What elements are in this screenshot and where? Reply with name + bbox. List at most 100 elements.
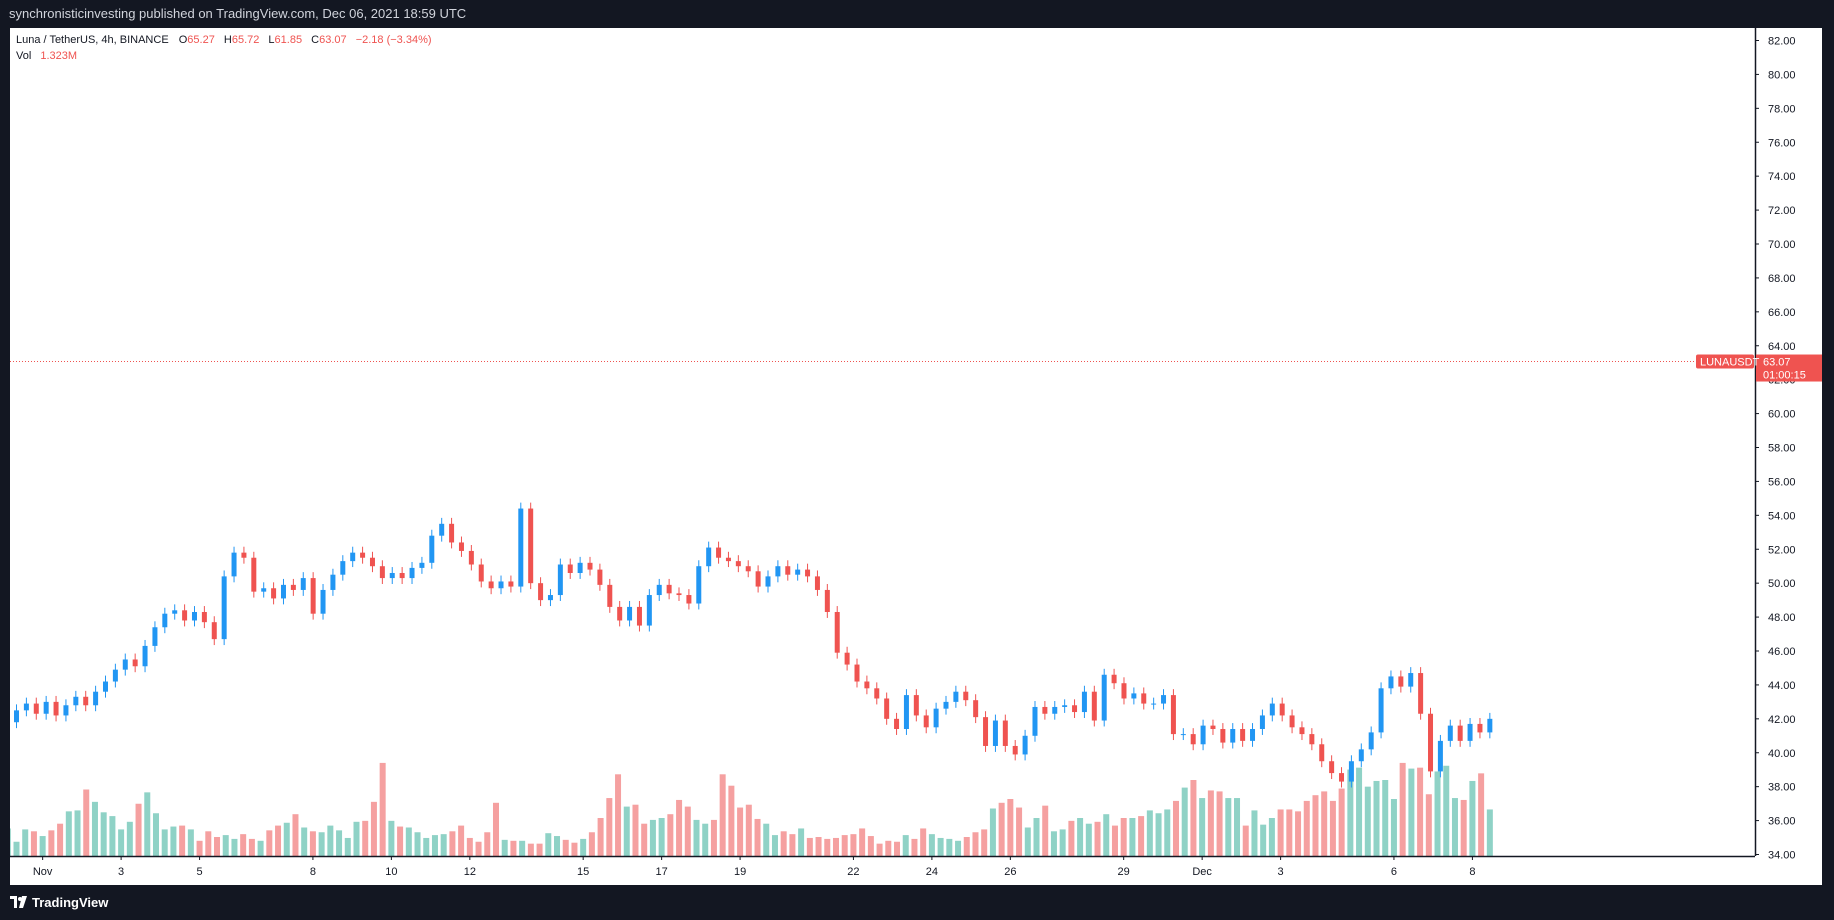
candle-body — [795, 569, 801, 575]
volume-bar — [955, 840, 962, 856]
candle-body — [498, 581, 504, 589]
candle-body — [1408, 673, 1414, 687]
candle-body — [1289, 715, 1295, 728]
price-chart[interactable]: 34.00 36.00 38.00 40.00 42.00 44.00 46.00 48.00… — [0, 28, 1822, 885]
volume-bar — [989, 808, 996, 856]
candle-body — [14, 710, 19, 723]
volume-bar — [702, 823, 709, 856]
volume-bar — [492, 802, 499, 856]
candle-body — [814, 576, 820, 590]
volume-bar — [937, 837, 944, 856]
price-tick-label: 60.00 — [1768, 409, 1796, 421]
candle-body — [1477, 723, 1483, 733]
candle-body — [1309, 734, 1315, 745]
price-axis[interactable]: 34.00 36.00 38.00 40.00 42.00 44.00 46.00 48.00… — [1755, 36, 1796, 862]
candle-body — [617, 606, 623, 621]
time-tick-label: 8 — [310, 866, 316, 878]
price-tick-label: 78.00 — [1768, 103, 1796, 115]
volume-bar — [798, 828, 805, 856]
candle-body — [1368, 732, 1374, 750]
candle-body — [201, 611, 207, 623]
volume-bar — [397, 826, 404, 856]
candle-body — [300, 578, 306, 590]
volume-bar — [972, 832, 979, 856]
volume-bar — [632, 804, 639, 856]
candle-body — [93, 691, 99, 706]
candle-body — [142, 645, 148, 667]
volume-bar — [745, 804, 752, 856]
candle-body — [122, 659, 128, 670]
price-tick-label: 54.00 — [1768, 510, 1796, 522]
candle-body — [567, 564, 573, 573]
volume-bar — [13, 841, 20, 856]
volume-bar — [1303, 800, 1310, 856]
candle-body — [923, 715, 929, 728]
price-tick-label: 72.00 — [1768, 205, 1796, 217]
candles — [14, 502, 1493, 788]
candle-body — [894, 718, 900, 730]
volume-bars — [0, 762, 1493, 856]
candle-body — [369, 557, 375, 567]
volume-bar — [1129, 818, 1136, 856]
volume-bar — [231, 838, 238, 856]
candle-body — [1348, 761, 1354, 782]
time-tick-label: 19 — [734, 866, 746, 878]
legend-open: 65.27 — [187, 34, 215, 46]
volume-bar — [510, 840, 517, 856]
legend-vol-label: Vol — [16, 50, 31, 62]
candle-body — [1081, 691, 1087, 713]
candle-body — [379, 566, 385, 579]
time-tick-label: 22 — [847, 866, 859, 878]
volume-bar — [859, 828, 866, 856]
candle-body — [1418, 673, 1424, 714]
publish-header: synchronisticinvesting published on Trad… — [0, 0, 1834, 28]
volume-bar — [728, 785, 735, 856]
candle-body — [1062, 705, 1068, 707]
candle-body — [824, 589, 830, 612]
candle-body — [1240, 729, 1246, 741]
candle-body — [1457, 725, 1463, 741]
volume-bar — [920, 828, 927, 856]
candle-body — [725, 557, 731, 562]
candle-body — [992, 720, 998, 746]
volume-bar — [754, 818, 761, 856]
candle-body — [478, 564, 484, 582]
volume-bar — [806, 837, 813, 856]
volume-bar — [144, 792, 151, 856]
volume-bar — [841, 835, 848, 856]
volume-bar — [1016, 807, 1023, 856]
time-tick-label: 10 — [385, 866, 397, 878]
time-axis[interactable]: Nov 3 5 8 10 12 15 17 19 22 24 26 29 Dec 3 6 8 — [33, 856, 1476, 878]
candle-body — [547, 595, 553, 601]
price-tag-symbol: LUNAUSDT — [1700, 357, 1760, 369]
candle-body — [73, 696, 79, 706]
volume-bar — [501, 839, 508, 856]
candle-body — [409, 567, 415, 579]
volume-bar — [1216, 791, 1223, 856]
time-tick-label: 6 — [1391, 866, 1397, 878]
volume-bar — [545, 833, 552, 856]
candle-body — [350, 552, 356, 562]
volume-bar — [606, 798, 613, 856]
candle-body — [1032, 706, 1038, 736]
volume-bar — [414, 832, 421, 856]
candle-body — [1210, 725, 1216, 730]
volume-bar — [1434, 771, 1441, 856]
price-tick-label: 38.00 — [1768, 782, 1796, 794]
chart-area[interactable]: 34.00 36.00 38.00 40.00 42.00 44.00 46.00 48.00… — [0, 28, 1822, 885]
price-tick-label: 34.00 — [1768, 850, 1796, 862]
candle-body — [1358, 749, 1364, 762]
volume-bar — [998, 802, 1005, 856]
candle-body — [340, 561, 346, 575]
candle-body — [360, 552, 366, 558]
volume-bar — [1033, 818, 1040, 856]
volume-bar — [902, 835, 909, 856]
candle-body — [538, 583, 544, 601]
volume-bar — [1286, 809, 1293, 856]
candle-body — [1467, 723, 1473, 741]
volume-bar — [1164, 809, 1171, 856]
candle-body — [943, 701, 949, 709]
time-tick-label: Nov — [33, 866, 53, 878]
candle-body — [973, 700, 979, 718]
candle-body — [429, 535, 435, 563]
